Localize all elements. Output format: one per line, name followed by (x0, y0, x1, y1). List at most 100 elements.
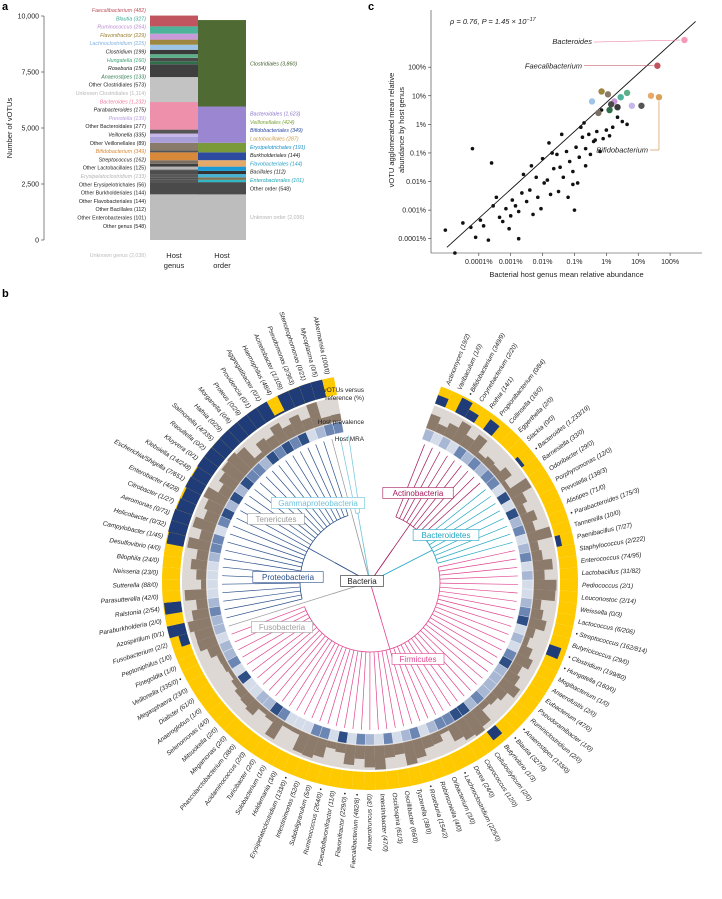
ref-fraction-actinomyces-19-2 (434, 395, 449, 408)
ring-gap (218, 430, 522, 734)
branch-leaf (262, 630, 320, 685)
c-y-axis-label: abundance by host genus (397, 87, 406, 173)
branch-leaf (352, 651, 363, 730)
prevalence-bar-akkermansia-100-0 (330, 413, 342, 423)
bar-segment-genus-flavonifractor (150, 39, 198, 45)
ref-cell-streptococcus-162-814 (552, 623, 574, 639)
bar-label-genus-other-bacteroidales: Other Bacteroidales (277) (85, 124, 146, 130)
scatter-point (550, 151, 554, 155)
bar-label-genus-bifidobacterium: Bifidobacterium (349) (96, 149, 147, 155)
scatter-point (601, 136, 605, 141)
branch-leaf (419, 476, 475, 533)
prevalence-bar-raoultella-0-2 (221, 461, 246, 484)
prevalence-bar-ruminococcus-264-0 (326, 740, 338, 750)
ref-cell-pseudoflavonifractor-11-0 (328, 768, 343, 788)
scatter-point-clostridium (614, 104, 621, 111)
ref-cell-parasutterella-42-0 (162, 590, 181, 604)
bar-segment-genus-lachnoclostridium (150, 44, 198, 50)
bar-segment-genus-ruminococcus (150, 33, 198, 40)
ref-cell-eubacterium-47-0 (524, 683, 546, 704)
c-y-tick-label: 0.0001% (398, 236, 426, 243)
bar-segment-genus-other-erysipelotrichales (150, 169, 198, 171)
scatter-point (469, 225, 473, 230)
ref-cell-acidaminococcus-2-0 (241, 731, 262, 754)
bar-segment-order-erysipelotrichales (198, 166, 246, 171)
branch-leaf (436, 533, 511, 560)
prevalence-bar-cellulosilyticum-2-0 (463, 711, 486, 737)
prevalence-bar-butyrivibrio-1-3 (470, 705, 491, 727)
branch-leaf (436, 602, 512, 627)
ref-fraction-pseudomonas-2-363 (288, 386, 306, 408)
bar-segment-genus-bifidobacterium (150, 152, 198, 161)
ref-fraction-corynebacterium-2-20 (464, 409, 479, 424)
bar-segment-genus-blautia (150, 26, 198, 34)
clade-box-tenericutes (247, 513, 305, 525)
bar-segment-genus-other-veillonellales (150, 150, 198, 153)
c-y-tick-label: 100% (408, 65, 426, 72)
mra-cell-bilophila-24-0 (207, 560, 220, 572)
ref-cell-ruminococcus-264-0 (316, 765, 332, 786)
scatter-point (486, 238, 491, 242)
branch-leaf (425, 624, 489, 672)
scatter-point (571, 182, 575, 187)
taxon-label-stenotrophomonas-0-21: Stenotrophomonas (0/21) (277, 311, 306, 382)
bar-label-genus-blautia: Blautia (327) (116, 16, 146, 22)
y-tick-label: 7,500 (21, 70, 39, 77)
mra-cell-oscillospira-61-3 (382, 732, 394, 745)
taxon-label-oscillibacter-66-0: Oscillibacter (66/0) (403, 790, 419, 844)
ref-fraction-bifidobacterium-349-9 (455, 397, 473, 418)
scatter-point-parabacteroides (638, 102, 645, 109)
panel-c-scatter: 0.0001% 0.001% 0.01% 0.1% 1% 10% 100% 0.0001% 0.… (387, 10, 702, 279)
prevalence-bar-aeromonas-0-73 (192, 516, 217, 534)
prevalence-bar-intestinibacter-47-0 (374, 745, 387, 770)
ref-fraction-enterobacter-4-28 (181, 487, 202, 506)
prevalence-bar-desulfovibrio-4-0 (196, 549, 209, 561)
bar-label-genus-prevotella: Prevotella (139) (109, 116, 147, 122)
bar-label-genus-other-burkholderiales: Other Burkholderiales (144) (81, 191, 146, 197)
scatter-point (555, 152, 559, 157)
prevalence-bar-clostridium-199-60 (521, 635, 531, 647)
branch-leaf (439, 582, 518, 585)
ref-cell-barnesiella-33-0 (521, 456, 544, 477)
ref-cell-prevotella-138-3 (539, 487, 561, 506)
branch-leaf (278, 465, 328, 528)
branch-leaf (420, 630, 477, 685)
ref-fraction-citrobacter-1-27 (176, 498, 197, 516)
clade-box-firmicutes (391, 653, 445, 665)
clade-label-proteobacteria: Proteobacteria (262, 573, 315, 582)
bar-label-order-flavobacteriales: Flavobacteriales (144) (250, 161, 303, 167)
prevalence-bar-corynebacterium-2-20 (451, 421, 472, 445)
scatter-point (556, 189, 561, 194)
branch-leaf (430, 617, 498, 658)
clade-label-fusobacteria: Fusobacteria (259, 623, 306, 632)
prevalence-bar-bacteroides-1-233-19 (495, 467, 512, 484)
scatter-point (534, 175, 539, 180)
prevalence-bar-roseburia-154-2 (411, 737, 427, 759)
prevalence-bar-pediococcus-2-1 (533, 579, 557, 591)
y-tick-label: 2,500 (21, 182, 39, 189)
branch-leaf (434, 525, 508, 556)
mra-cell-enterococcus-74-95 (520, 561, 533, 572)
prevalence-bar-salmonella-4-335 (226, 452, 252, 476)
scatter-point (528, 188, 532, 192)
prevalence-bar-helicobacter-0-32 (199, 529, 214, 543)
prevalence-bar-weissella-0-3 (531, 598, 542, 610)
y-axis-label: Number of vOTUs (5, 98, 14, 159)
branch-leaf (281, 638, 329, 702)
prevalence-bar-barnesiella-33-0 (500, 480, 511, 492)
scatter-point (583, 146, 588, 151)
branch-leaf (411, 638, 458, 702)
branch-leaf (435, 606, 509, 635)
bar-label-order-burkholderiales: Burkholderiales (144) (250, 153, 301, 159)
branch-leaf (285, 460, 331, 525)
prevalence-bar-campylobacter-1-45 (187, 536, 211, 552)
branch-leaf (427, 620, 493, 665)
c-stat-text: ρ = 0.76, P = 1.45 × 10−17 (449, 17, 537, 26)
bar-label-genus-flavonifractor: Flavonifractor (229) (100, 33, 146, 39)
branch-leaf (437, 598, 514, 619)
branch-leaf (223, 590, 301, 602)
ref-fraction-salmonella-4-335 (211, 438, 233, 459)
prevalence-bar-holdemania-3-0 (290, 726, 302, 735)
ref-fraction-proteus-0-29 (237, 414, 258, 436)
bar-label-order-erysipelotrichales: Erysipelotrichales (191) (250, 145, 306, 151)
